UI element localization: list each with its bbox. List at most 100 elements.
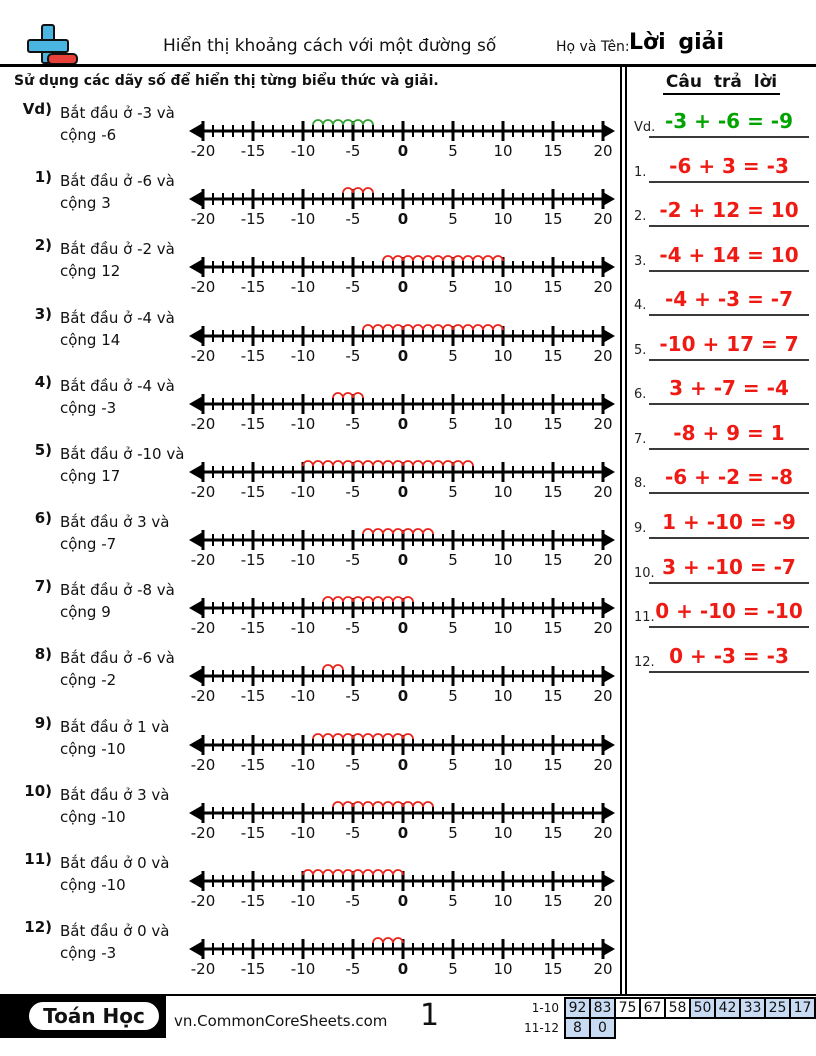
grade-row: 11-12 8 0 [519, 1017, 815, 1039]
answer-number: 9. [634, 520, 647, 536]
svg-text:0: 0 [398, 824, 408, 841]
svg-text:0: 0 [398, 551, 408, 568]
svg-text:-10: -10 [291, 687, 316, 704]
svg-text:5: 5 [448, 619, 458, 636]
answer-row: 10. 3 + -10 = -7 [627, 544, 816, 584]
number-line: -20 -15 -10 -5 0 5 10 15 20 [189, 732, 615, 774]
answer-number: 7. [634, 431, 647, 447]
name-label: Họ và Tên: [556, 39, 630, 55]
number-line-wrap: -20 -15 -10 -5 0 5 10 15 20 [187, 249, 617, 299]
svg-text:5: 5 [448, 278, 458, 295]
svg-text:-10: -10 [291, 142, 316, 159]
problem-row: 1) Bắt đầu ở -6 và cộng 3 -20 -15 -10 -5 0 5 10 15… [0, 166, 620, 234]
answer-value: -6 + -2 = -8 [649, 465, 809, 495]
svg-text:-20: -20 [191, 892, 216, 909]
number-line: -20 -15 -10 -5 0 5 10 15 20 [189, 664, 615, 705]
grade-cell: 17 [789, 997, 816, 1019]
svg-text:-20: -20 [191, 483, 216, 500]
grade-cell: 58 [664, 997, 691, 1019]
grade-cell: 67 [639, 997, 666, 1019]
svg-text:-15: -15 [241, 415, 266, 432]
answer-value: -4 + -3 = -7 [649, 287, 809, 317]
hop-arcs [342, 187, 374, 194]
svg-text:15: 15 [543, 210, 562, 227]
answer-number: 1. [634, 164, 647, 180]
problem-text: Bắt đầu ở -6 và cộng 3 [60, 172, 175, 213]
problem-number: 4) [34, 372, 52, 391]
svg-text:-15: -15 [241, 142, 266, 159]
svg-text:-15: -15 [241, 483, 266, 500]
hop-arcs [312, 732, 414, 739]
svg-text:5: 5 [448, 142, 458, 159]
hop-arcs [332, 800, 434, 807]
logo-plus-horizontal [27, 39, 69, 53]
answer-number: 4. [634, 298, 647, 314]
svg-text:-20: -20 [191, 824, 216, 841]
svg-text:-20: -20 [191, 960, 216, 977]
svg-text:10: 10 [493, 415, 512, 432]
arrow-right-icon [602, 464, 615, 480]
hop-arcs [322, 596, 414, 603]
arrow-left-icon [189, 668, 202, 684]
problem-text: Bắt đầu ở -3 và cộng -6 [60, 104, 175, 144]
number-line: -20 -15 -10 -5 0 5 10 15 20 [189, 460, 615, 501]
answer-number: 6. [634, 387, 647, 403]
problem-number: 5) [34, 440, 52, 459]
svg-text:-5: -5 [346, 551, 361, 568]
svg-text:0: 0 [398, 347, 408, 364]
column-separator [620, 67, 627, 995]
problem-row: 8) Bắt đầu ở -6 và cộng -2 -20 -15 -10 -5 0 5 10 1… [0, 643, 620, 711]
grading-table: 1-10 92 83 75 67 58 50 42 33 25 17 11-12 8 0 [519, 997, 816, 1039]
svg-text:20: 20 [593, 415, 612, 432]
arrow-left-icon [189, 805, 202, 821]
answer-number: 12. [634, 654, 655, 670]
svg-text:-10: -10 [291, 824, 316, 841]
arrow-left-icon [189, 396, 202, 412]
number-line-wrap: -20 -15 -10 -5 0 5 10 15 20 [187, 658, 617, 708]
svg-text:-10: -10 [291, 210, 316, 227]
svg-text:-15: -15 [241, 756, 266, 773]
svg-text:20: 20 [593, 892, 612, 909]
svg-text:-5: -5 [346, 278, 361, 295]
grade-cell: 50 [689, 997, 716, 1019]
svg-text:-10: -10 [291, 619, 316, 636]
svg-text:-10: -10 [291, 551, 316, 568]
arrow-left-icon [189, 600, 202, 616]
arrow-right-icon [602, 600, 615, 616]
grade-row-label: 1-10 [531, 1001, 559, 1015]
plus-minus-icon [27, 23, 79, 67]
svg-text:5: 5 [448, 210, 458, 227]
svg-text:0: 0 [398, 142, 408, 159]
svg-text:-15: -15 [241, 278, 266, 295]
svg-text:15: 15 [543, 347, 562, 364]
svg-text:-20: -20 [191, 142, 216, 159]
svg-text:-20: -20 [191, 278, 216, 295]
svg-text:20: 20 [593, 960, 612, 977]
svg-text:20: 20 [593, 483, 612, 500]
grade-cell: 33 [739, 997, 766, 1019]
number-line: -20 -15 -10 -5 0 5 10 15 20 [189, 596, 615, 637]
svg-text:-5: -5 [346, 142, 361, 159]
site-link[interactable]: vn.CommonCoreSheets.com [174, 1012, 388, 1030]
answer-number: 10. [634, 565, 655, 581]
svg-text:-5: -5 [346, 210, 361, 227]
svg-text:5: 5 [448, 483, 458, 500]
problem-text: Bắt đầu ở -4 và cộng -3 [60, 376, 175, 417]
problem-number: 7) [34, 577, 52, 596]
answer-row: Vd. -3 + -6 = -9 [627, 98, 816, 138]
svg-text:5: 5 [448, 960, 458, 977]
problem-row: 11) Bắt đầu ở 0 và cộng -10 -20 -15 -10 -5 0 5 10… [0, 848, 620, 916]
svg-text:-5: -5 [346, 483, 361, 500]
problem-number: 3) [34, 304, 52, 323]
arrow-right-icon [602, 873, 615, 889]
grade-cell: 0 [589, 1017, 616, 1039]
hop-arcs [312, 119, 374, 126]
hop-arcs [302, 869, 404, 876]
number-line: -20 -15 -10 -5 0 5 10 15 20 [189, 255, 615, 296]
number-line-wrap: -20 -15 -10 -5 0 5 10 15 20 [187, 590, 617, 640]
problem-text: Bắt đầu ở -6 và cộng -2 [60, 649, 175, 690]
problem-number: 9) [34, 713, 52, 732]
svg-text:15: 15 [543, 824, 562, 841]
svg-text:-20: -20 [191, 210, 216, 227]
svg-text:-15: -15 [241, 892, 266, 909]
